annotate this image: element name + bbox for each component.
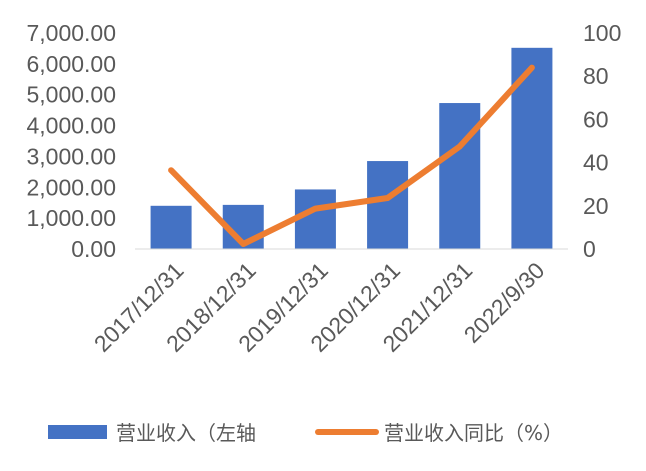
left-tick-label: 3,000.00 (26, 143, 116, 169)
left-tick-label: 5,000.00 (26, 82, 116, 108)
line-point (531, 67, 533, 69)
legend-label-bar: 营业收入（左轴 (116, 421, 256, 445)
bar (511, 47, 553, 249)
right-tick-label: 100 (583, 20, 621, 46)
left-tick-label: 2,000.00 (26, 174, 116, 200)
line-point (459, 145, 461, 147)
right-tick-label: 80 (583, 63, 609, 89)
left-tick-label: 0.00 (71, 236, 116, 262)
legend-label-line: 营业收入同比（%） (384, 421, 563, 445)
bar (439, 103, 481, 249)
line-point (387, 197, 389, 199)
line-point (170, 169, 172, 171)
line-series (168, 64, 535, 247)
bar (367, 161, 409, 249)
left-tick-label: 6,000.00 (26, 51, 116, 77)
bar (294, 189, 336, 249)
right-axis-ticks: 0 20 40 60 80 100 (583, 20, 621, 262)
right-tick-label: 20 (583, 193, 609, 219)
right-tick-label: 0 (583, 236, 596, 262)
line-point (242, 243, 244, 245)
left-tick-label: 4,000.00 (26, 113, 116, 139)
line-path (168, 64, 535, 247)
bar-series (150, 47, 553, 249)
line-point (314, 208, 316, 210)
right-tick-label: 60 (583, 106, 609, 132)
x-axis-ticks: 2017/12/312018/12/312019/12/312020/12/31… (89, 257, 550, 357)
legend: 营业收入（左轴 营业收入同比（%） (48, 421, 563, 445)
bar (150, 205, 192, 249)
left-tick-label: 1,000.00 (26, 205, 116, 231)
right-tick-label: 40 (583, 150, 609, 176)
left-tick-label: 7,000.00 (26, 20, 116, 46)
left-axis-ticks: 0.00 1,000.00 2,000.00 3,000.00 4,000.00 5,00… (26, 20, 116, 262)
legend-swatch-bar (48, 425, 107, 439)
